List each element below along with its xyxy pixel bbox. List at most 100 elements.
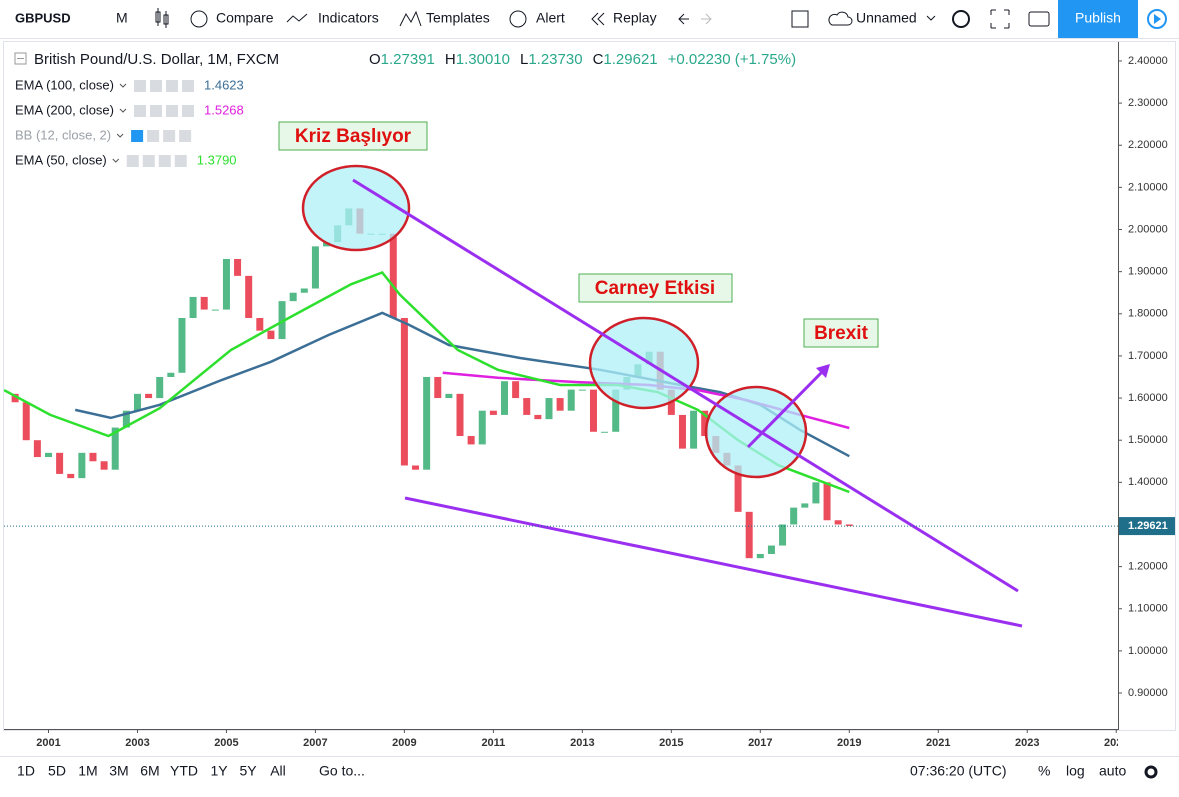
candle-body <box>545 398 553 420</box>
candle-body <box>756 553 764 559</box>
legend-button[interactable] <box>182 80 194 92</box>
candle-body <box>44 452 52 458</box>
plot <box>4 208 853 559</box>
templates[interactable]: Templates <box>426 10 490 26</box>
auto[interactable]: auto <box>1099 763 1126 779</box>
candle-body <box>211 309 219 311</box>
range-button[interactable]: 5D <box>48 763 66 779</box>
legend-button[interactable] <box>166 105 178 117</box>
publish-button[interactable] <box>1058 0 1138 38</box>
candle-body <box>834 520 842 525</box>
legend-button[interactable] <box>179 130 192 142</box>
range-button[interactable]: All <box>270 763 286 779</box>
candle-body <box>267 330 275 340</box>
fullscreen-box[interactable] <box>791 10 809 28</box>
settings-icon[interactable] <box>952 10 970 28</box>
indicators[interactable]: Indicators <box>318 10 379 26</box>
legend-name[interactable]: EMA (100, close) <box>15 77 114 92</box>
x-tick-label: 2001 <box>36 737 60 749</box>
legend-button[interactable] <box>158 155 171 167</box>
x-tick-label: 2021 <box>926 737 950 749</box>
legend-name[interactable]: EMA (200, close) <box>15 102 114 117</box>
last-price-box <box>1119 517 1175 536</box>
y-tick-label: 1.70000 <box>1128 350 1168 362</box>
legend-button[interactable] <box>166 80 178 92</box>
circle-carney <box>588 316 700 410</box>
range-button[interactable]: YTD <box>170 763 198 779</box>
legend-button[interactable] <box>182 105 194 117</box>
snapshot-icon[interactable] <box>1028 11 1050 27</box>
percent[interactable]: % <box>1038 763 1050 779</box>
replay-icon[interactable] <box>591 12 605 26</box>
candle-body <box>278 301 286 340</box>
candle-body <box>122 410 130 428</box>
candle-body <box>779 524 787 546</box>
publish[interactable]: Publish <box>1075 10 1121 26</box>
compare[interactable]: Compare <box>216 10 274 26</box>
goto[interactable]: Go to... <box>319 763 365 779</box>
legend-arrow <box>119 83 127 88</box>
layout-name[interactable]: Unnamed <box>856 10 917 26</box>
legend-button[interactable] <box>131 130 144 142</box>
x-tick-label: 2005 <box>214 737 238 749</box>
legend-button[interactable] <box>150 80 162 92</box>
layout-arrow[interactable] <box>926 15 936 21</box>
chart-type-icon[interactable] <box>155 8 169 28</box>
settings-small[interactable] <box>1144 765 1158 779</box>
y-tick-label: 2.10000 <box>1128 181 1168 193</box>
collapse-box[interactable] <box>14 52 27 65</box>
candle-body <box>56 452 64 474</box>
range-button[interactable]: 6M <box>140 763 159 779</box>
bottom-bar: 1D 5D 1M 3M 6M YTD 1Y 5Y All <box>17 763 286 779</box>
log[interactable]: log <box>1066 763 1085 779</box>
legend-button[interactable] <box>134 105 146 117</box>
redo[interactable] <box>701 13 712 25</box>
replay[interactable]: Replay <box>613 10 657 26</box>
indicators-icon[interactable] <box>286 13 308 23</box>
candle-body <box>612 389 620 432</box>
undo[interactable] <box>678 13 689 25</box>
candle-body <box>256 318 264 331</box>
legend-button[interactable] <box>174 155 187 167</box>
expand-icon[interactable] <box>990 9 1010 29</box>
x-tick-label: 2011 <box>481 737 505 749</box>
legend-name[interactable]: EMA (50, close) <box>15 152 107 167</box>
templates-icon[interactable] <box>399 10 422 27</box>
legend-button[interactable] <box>163 130 176 142</box>
candle-body <box>234 259 242 276</box>
x-tick-label: 2025 <box>1104 737 1128 749</box>
range-button[interactable]: 5Y <box>239 763 257 779</box>
candle-body <box>445 393 453 399</box>
range-button[interactable]: 3M <box>109 763 128 779</box>
trend-line-lower <box>404 496 1023 628</box>
y-tick-label: 2.30000 <box>1128 97 1168 109</box>
alert-icon[interactable] <box>509 10 527 28</box>
legend-button[interactable] <box>126 155 139 167</box>
annotation-box <box>278 121 428 151</box>
legend-button[interactable] <box>147 130 160 142</box>
candle-body <box>133 393 141 411</box>
ohlc-key: O <box>369 51 381 68</box>
x-tick-label: 2003 <box>125 737 149 749</box>
compare-icon[interactable] <box>190 10 208 28</box>
legend-button[interactable] <box>134 80 146 92</box>
candle-body <box>678 414 686 449</box>
legend-button[interactable] <box>142 155 155 167</box>
circle-brexit <box>704 385 808 479</box>
alert[interactable]: Alert <box>536 10 565 26</box>
chart-frame <box>3 41 1176 731</box>
symbol[interactable]: GBPUSD <box>15 10 71 25</box>
range-button[interactable]: 1Y <box>210 763 228 779</box>
legend-button[interactable] <box>150 105 162 117</box>
x-axis: 2001 2003 2005 2007 2009 2011 2013 2015 2017 2019… <box>36 730 1128 749</box>
interval[interactable]: M <box>116 10 128 26</box>
candle-body <box>311 246 319 289</box>
cloud-icon[interactable] <box>828 11 853 26</box>
range-button[interactable]: 1D <box>17 763 35 779</box>
range-button[interactable]: 1M <box>78 763 97 779</box>
legend-name[interactable]: BB (12, close, 2) <box>15 127 111 142</box>
candle-body <box>156 376 164 399</box>
ohlc-value: 1.23730 <box>528 51 582 68</box>
clock: 07:36:20 (UTC) <box>910 763 1006 779</box>
candle-body <box>478 410 486 445</box>
